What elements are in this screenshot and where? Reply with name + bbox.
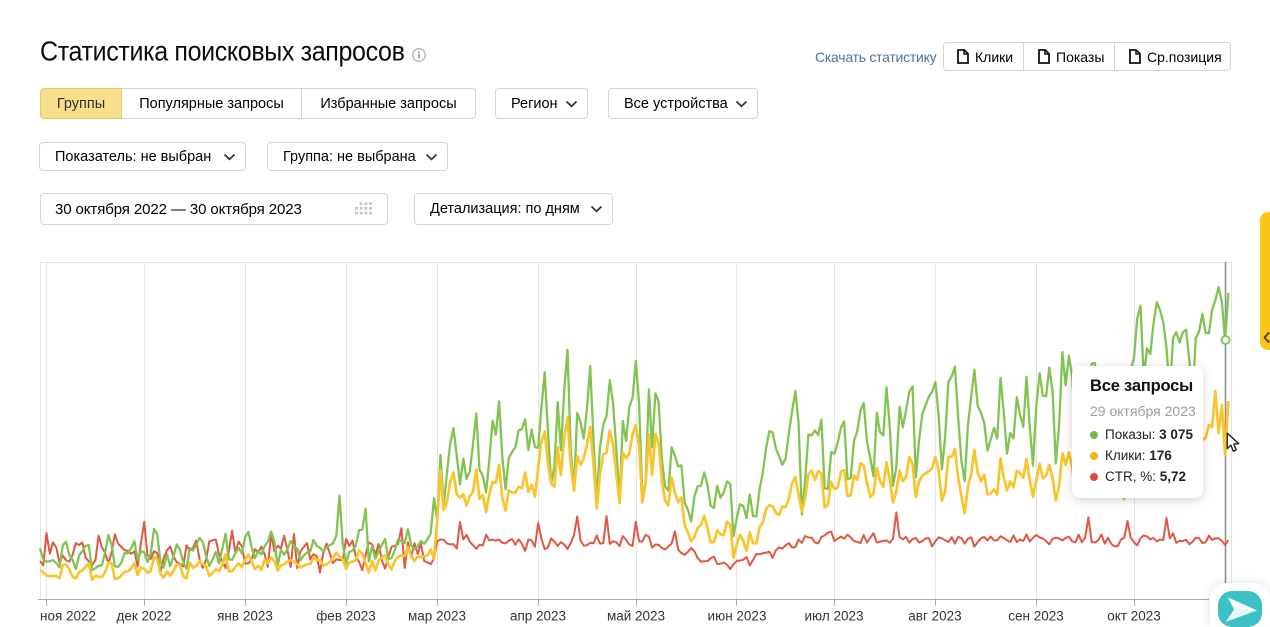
svg-text:окт 2023: окт 2023 xyxy=(1107,609,1161,624)
svg-text:ноя 2022: ноя 2022 xyxy=(40,609,96,624)
svg-text:май 2023: май 2023 xyxy=(607,609,665,624)
svg-text:янв 2023: янв 2023 xyxy=(217,609,273,624)
svg-text:мар 2023: мар 2023 xyxy=(408,609,466,624)
svg-text:апр 2023: апр 2023 xyxy=(510,609,566,624)
svg-text:июн 2023: июн 2023 xyxy=(708,609,767,624)
svg-text:июл 2023: июл 2023 xyxy=(804,609,863,624)
svg-text:фев 2023: фев 2023 xyxy=(316,609,376,624)
svg-text:сен 2023: сен 2023 xyxy=(1008,609,1064,624)
svg-text:дек 2022: дек 2022 xyxy=(116,609,171,624)
svg-text:авг 2023: авг 2023 xyxy=(908,609,961,624)
